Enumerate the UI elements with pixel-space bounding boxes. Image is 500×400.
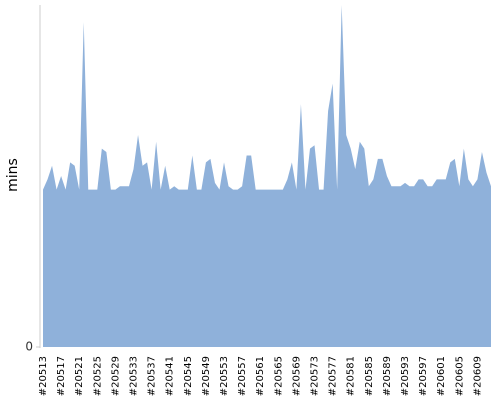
y-tick-label: 0 [25,340,33,354]
x-tick-label: #20561 [255,356,266,396]
x-tick-label: #20545 [183,356,194,396]
x-tick-label: #20601 [436,356,447,396]
x-tick-label: #20549 [201,356,212,396]
x-tick-label: #20517 [56,356,67,396]
x-tick-label: #20541 [165,356,176,396]
x-tick-label: #20573 [310,356,321,396]
x-tick-label: #20537 [147,356,158,396]
x-tick-label: #20577 [328,356,339,396]
x-tick-label: #20521 [74,356,85,396]
x-tick-label: #20581 [346,356,357,396]
x-tick-label: #20609 [472,356,483,396]
y-axis-label: mins [5,158,21,192]
x-tick-label: #20565 [273,356,284,396]
x-tick-label: #20593 [400,356,411,396]
x-tick-label: #20553 [219,356,230,396]
x-tick-label: #20569 [291,356,302,396]
area [43,5,491,347]
x-tick-label: #20585 [364,356,375,396]
x-tick-label: #20557 [237,356,248,396]
x-tick-label: #20525 [92,356,103,396]
x-tick-label: #20513 [38,356,49,396]
x-tick-label: #20533 [129,356,140,396]
x-tick-label: #20605 [454,356,465,396]
x-tick-label: #20589 [382,356,393,396]
x-tick-label: #20597 [418,356,429,396]
x-tick-label: #20529 [110,356,121,396]
